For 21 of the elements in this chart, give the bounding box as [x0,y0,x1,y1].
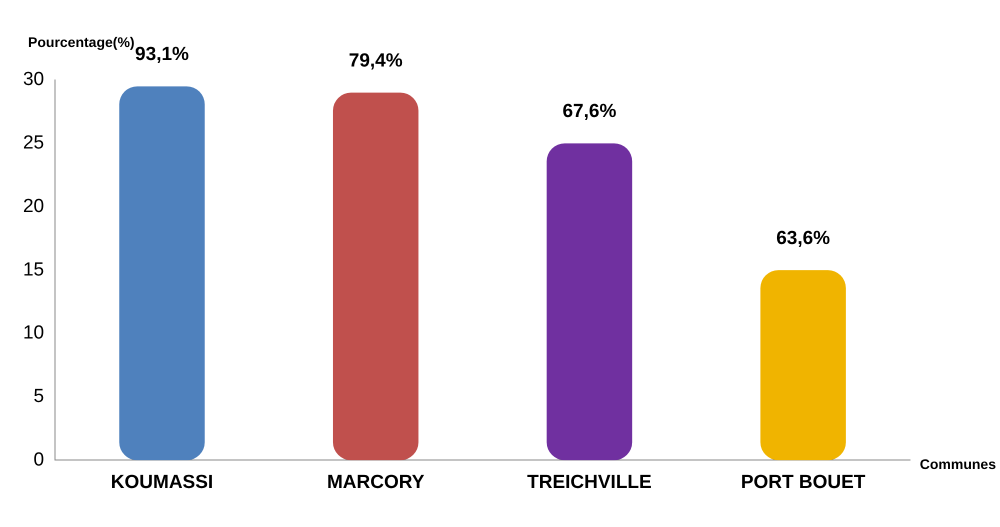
x-axis-title: Communes [920,456,996,472]
bar [332,92,418,460]
x-tick-label: PORT BOUET [740,472,866,493]
y-tick-label: 30 [22,69,44,90]
y-tick-label: 15 [22,259,44,280]
x-tick-label: MARCORY [326,472,425,493]
y-tick-label: 25 [22,132,44,154]
x-tick-label: KOUMASSI [110,472,214,493]
bar [546,143,632,460]
x-tick-label: TREICHVILLE [527,472,652,493]
annotation: 67,6% [562,101,616,122]
y-tick-label: 10 [22,322,44,344]
y-tick-label: 5 [34,386,44,408]
bar [760,270,846,460]
y-tick-label: 0 [34,449,44,470]
annotation: 93,1% [135,44,190,66]
annotation: 63,6% [776,228,830,249]
annotation: 79,4% [348,50,403,72]
y-tick-label: 20 [22,196,44,217]
y-axis-title: Pourcentage(%) [28,34,135,50]
bar [119,86,205,460]
